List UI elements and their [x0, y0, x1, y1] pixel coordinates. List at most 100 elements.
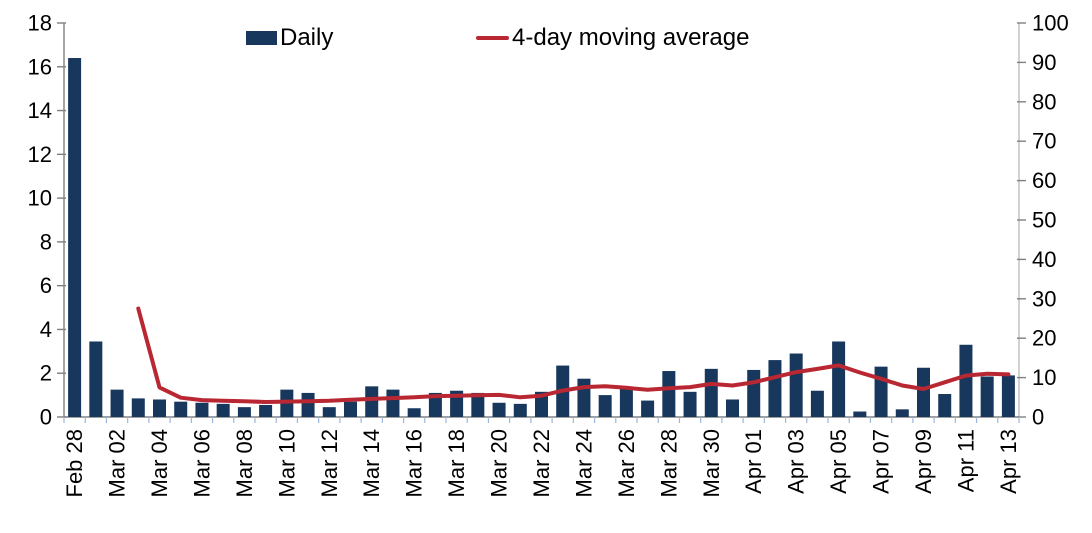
daily-bar	[810, 390, 824, 417]
x-axis-tick-label: Apr 13	[996, 429, 1021, 494]
x-axis-label-group: Apr 13	[996, 429, 1021, 494]
x-axis-tick-label: Mar 02	[105, 429, 130, 497]
daily-bar-swatch	[246, 31, 277, 45]
x-axis-tick-label: Apr 01	[741, 429, 766, 494]
x-axis-tick-label: Mar 22	[529, 429, 554, 497]
daily-bar	[577, 378, 591, 417]
moving-average-line	[136, 306, 1011, 404]
left-axis-tick-label: 8	[40, 229, 52, 254]
right-axis-tick-label: 0	[1032, 405, 1044, 430]
daily-bar	[662, 371, 676, 417]
x-axis-tick-label: Apr 09	[911, 429, 936, 494]
x-axis-label-group: Mar 02	[105, 429, 130, 497]
daily-bar	[513, 403, 527, 417]
x-axis-tick-label: Mar 14	[359, 429, 384, 497]
x-axis-tick-label: Mar 04	[147, 429, 172, 497]
left-axis-tick-label: 16	[28, 54, 52, 79]
daily-bar	[386, 389, 400, 417]
right-axis-tick-label: 30	[1032, 286, 1056, 311]
daily-bar	[89, 341, 103, 417]
x-axis-tick-label: Mar 08	[232, 429, 257, 497]
x-axis-tick-label: Mar 30	[699, 429, 724, 497]
x-axis-tick-label: Apr 07	[869, 429, 894, 494]
left-axis-tick-label: 0	[40, 405, 52, 430]
right-axis-tick-label: 50	[1032, 208, 1056, 233]
daily-bar	[301, 392, 315, 417]
daily-bar	[344, 401, 357, 417]
daily-bar	[1001, 375, 1015, 417]
daily-bar	[959, 344, 973, 417]
left-axis-tick-label: 12	[28, 142, 52, 167]
right-axis-tick-label: 40	[1032, 247, 1056, 272]
right-axis-tick-label: 10	[1032, 365, 1056, 390]
x-axis-label-group: Mar 12	[317, 429, 342, 497]
daily-bar	[938, 394, 952, 417]
left-axis-tick-label: 2	[40, 361, 52, 386]
daily-bar	[195, 402, 209, 417]
x-axis-label-group: Mar 26	[614, 429, 639, 497]
x-axis-tick-label: Mar 28	[656, 429, 681, 497]
daily-bar	[641, 400, 655, 417]
daily-bar	[259, 404, 273, 417]
right-axis-tick-label: 70	[1032, 129, 1056, 154]
x-axis-tick-label: Feb 28	[62, 429, 87, 498]
daily-bar	[747, 369, 761, 417]
x-axis-label-group: Apr 07	[869, 429, 894, 494]
left-axis-tick-label: 18	[28, 11, 52, 36]
left-axis-tick-label: 4	[40, 317, 52, 342]
daily-bar	[832, 341, 846, 417]
daily-bar	[216, 403, 230, 417]
x-axis-label-group: Mar 24	[571, 429, 596, 497]
daily-bar	[917, 367, 930, 417]
daily-bar	[237, 407, 251, 417]
legend-item-moving-average: 4-day moving average	[476, 26, 749, 50]
x-axis-label-group: Mar 30	[699, 429, 724, 497]
x-axis-tick-label: Mar 06	[189, 429, 214, 497]
daily-bar	[153, 399, 166, 417]
daily-bar	[704, 368, 718, 417]
daily-bar	[131, 398, 145, 417]
daily-bar	[726, 399, 739, 417]
right-axis-tick-label: 20	[1032, 326, 1056, 351]
daily-bar	[322, 407, 336, 417]
daily-bar	[980, 376, 994, 417]
daily-bar	[789, 353, 803, 417]
right-axis-tick-label: 60	[1032, 168, 1056, 193]
x-axis-label-group: Mar 18	[444, 429, 469, 497]
x-axis-tick-label: Mar 20	[487, 429, 512, 497]
x-axis-label-group: Apr 01	[741, 429, 766, 494]
legend-label-daily: Daily	[280, 24, 334, 51]
daily-bar	[68, 58, 82, 418]
daily-bar	[683, 391, 697, 417]
x-axis-label-group: Mar 16	[402, 429, 427, 497]
x-axis-label-group: Mar 08	[232, 429, 257, 497]
x-axis-label-group: Mar 20	[487, 429, 512, 497]
legend-label-moving-average: 4-day moving average	[512, 24, 750, 51]
daily-bar	[535, 391, 548, 417]
x-axis-label-group: Apr 09	[911, 429, 936, 494]
daily-bar	[619, 388, 633, 417]
daily-bar	[428, 392, 442, 417]
x-axis-tick-label: Apr 05	[826, 429, 851, 494]
x-axis-label-group: Mar 22	[529, 429, 554, 497]
daily-bar	[768, 360, 782, 417]
daily-bar	[492, 402, 506, 417]
x-axis-tick-label: Mar 12	[317, 429, 342, 497]
right-axis-tick-label: 90	[1032, 50, 1056, 75]
right-axis-tick-label: 100	[1032, 11, 1069, 36]
x-axis-label-group: Apr 11	[953, 429, 978, 492]
daily-bar	[365, 386, 379, 417]
x-axis-tick-label: Mar 26	[614, 429, 639, 497]
x-axis-tick-label: Mar 16	[402, 429, 427, 497]
left-axis-tick-label: 14	[28, 98, 52, 123]
moving-average-line-swatch	[476, 36, 509, 40]
daily-bar	[895, 409, 909, 417]
x-axis-label-group: Apr 03	[784, 429, 809, 494]
x-axis-label-group: Mar 10	[274, 429, 299, 497]
x-axis-label-group: Mar 06	[189, 429, 214, 497]
x-axis-tick-label: Mar 18	[444, 429, 469, 497]
x-axis-tick-label: Apr 11	[953, 429, 978, 492]
x-axis-label-group: Mar 14	[359, 429, 384, 497]
daily-bar	[174, 401, 188, 417]
left-axis-tick-label: 10	[28, 186, 52, 211]
